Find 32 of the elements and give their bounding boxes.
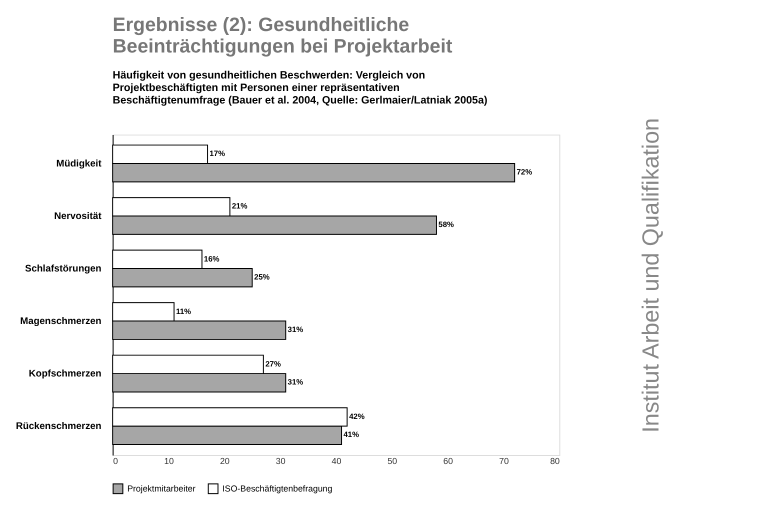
y-tick-label: Magenschmerzen xyxy=(20,316,102,327)
data-label: 41% xyxy=(343,430,360,440)
data-label: 72% xyxy=(516,168,532,177)
x-tick-label: 60 xyxy=(443,456,454,466)
y-tick-label: Kopfschmerzen xyxy=(28,368,102,380)
y-tick-label: Müdigkeit xyxy=(56,158,102,170)
legend-label: ISO-Beschäftigtenbefragung xyxy=(222,484,333,494)
x-tick-label: 30 xyxy=(276,456,286,466)
x-tick-label: 80 xyxy=(550,456,560,466)
data-label: 31% xyxy=(288,378,304,387)
data-label: 27% xyxy=(265,359,281,368)
data-label: 11% xyxy=(176,306,192,316)
data-label: 21% xyxy=(232,202,248,211)
data-label: 16% xyxy=(204,254,220,264)
x-tick-label: 0 xyxy=(113,456,118,466)
data-label: 58% xyxy=(438,220,454,230)
x-tick-label: 10 xyxy=(164,456,174,466)
x-tick-label: 70 xyxy=(499,456,509,466)
y-tick-label: Rückenschmerzen xyxy=(16,421,102,432)
chart-title: Ergebnisse (2): Gesundheitliche Beeinträchtigungen bei Projektarbeit xyxy=(112,14,453,58)
y-tick-label: Nervosität xyxy=(54,210,102,222)
data-label: 17% xyxy=(209,149,226,158)
text: Institut Arbeit und Qualifikation xyxy=(637,118,664,433)
chart-subtitle: Häufigkeit von gesundheitlichen Beschwerden: Vergleich von Projektbeschäftigten mit Personen einer repräsentativen Beschäftigtenumfrage (Bauer et al. 2004, Quelle: Gerlmaier/Latniak 2005a) xyxy=(112,69,488,107)
legend-label: Projektmitarbeiter xyxy=(127,484,196,494)
y-tick-label: Schlafstörungen xyxy=(25,263,102,274)
data-label: 42% xyxy=(349,412,365,421)
data-label: 25% xyxy=(254,272,270,282)
x-tick-label: 40 xyxy=(332,456,342,466)
x-tick-label: 50 xyxy=(387,456,398,466)
x-tick-label: 20 xyxy=(220,456,230,466)
data-label: 31% xyxy=(288,325,304,334)
